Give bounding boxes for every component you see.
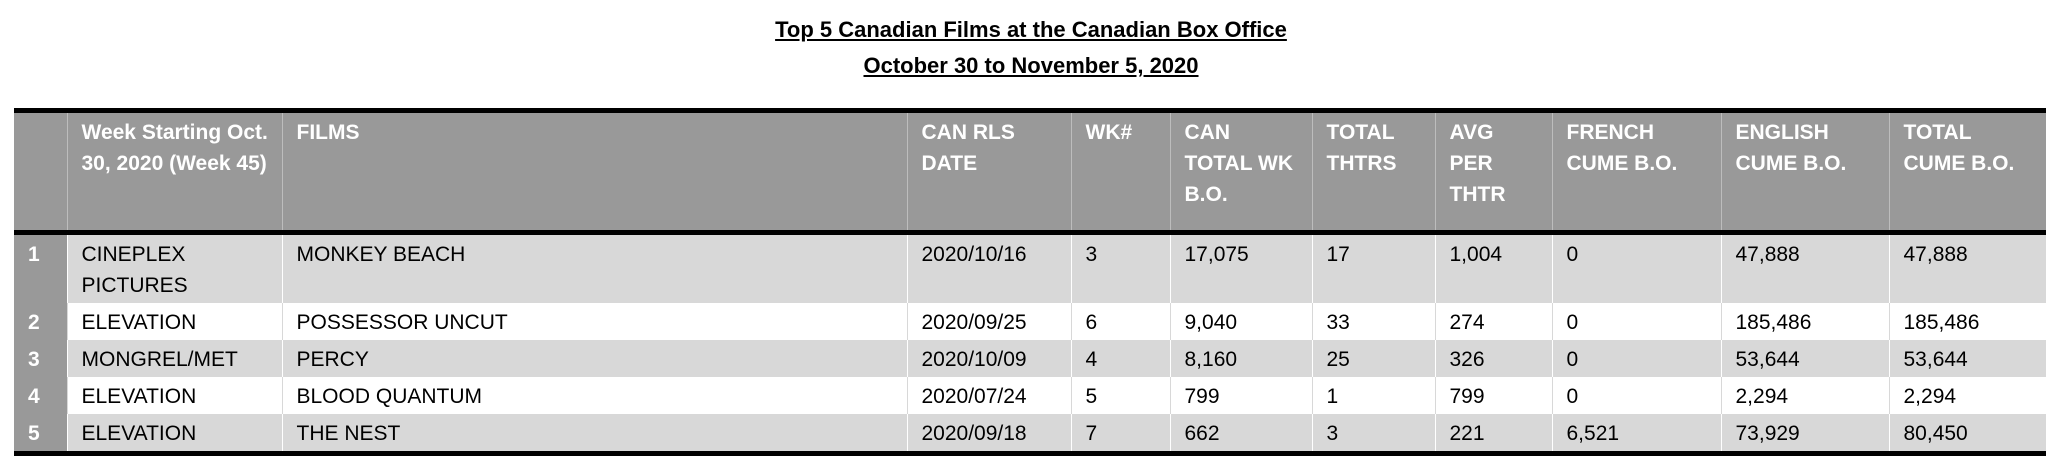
title-block: Top 5 Canadian Films at the Canadian Box… xyxy=(0,12,2062,84)
week-number-cell: 5 xyxy=(1070,377,1170,414)
table-row: 4 ELEVATION BLOOD QUANTUM 2020/07/24 5 7… xyxy=(14,377,2046,414)
col-header-week: Week Starting Oct. 30, 2020 (Week 45) xyxy=(66,110,282,235)
film-cell: BLOOD QUANTUM xyxy=(281,377,907,414)
release-date-cell: 2020/10/16 xyxy=(906,232,1071,303)
english-cume-cell: 53,644 xyxy=(1720,340,1889,377)
total-theatres-cell: 33 xyxy=(1311,303,1435,340)
total-cume-cell: 185,486 xyxy=(1888,303,2046,340)
distributor-cell: ELEVATION xyxy=(66,303,282,340)
col-header-films: FILMS xyxy=(281,110,907,235)
col-header-english-cume: ENGLISH CUME B.O. xyxy=(1720,110,1889,235)
avg-per-theatre-cell: 221 xyxy=(1434,414,1552,454)
table-row: 5 ELEVATION THE NEST 2020/09/18 7 662 3 … xyxy=(14,414,2046,454)
english-cume-cell: 47,888 xyxy=(1720,232,1889,303)
page-subtitle: October 30 to November 5, 2020 xyxy=(863,53,1199,78)
total-week-bo-cell: 9,040 xyxy=(1169,303,1312,340)
english-cume-cell: 2,294 xyxy=(1720,377,1889,414)
avg-per-theatre-cell: 274 xyxy=(1434,303,1552,340)
table-row: 1 CINEPLEX PICTURES MONKEY BEACH 2020/10… xyxy=(14,232,2046,303)
french-cume-cell: 0 xyxy=(1551,232,1721,303)
total-week-bo-cell: 17,075 xyxy=(1169,232,1312,303)
total-cume-cell: 47,888 xyxy=(1888,232,2046,303)
table-row: 2 ELEVATION POSSESSOR UNCUT 2020/09/25 6… xyxy=(14,303,2046,340)
english-cume-cell: 185,486 xyxy=(1720,303,1889,340)
french-cume-cell: 0 xyxy=(1551,377,1721,414)
total-cume-cell: 2,294 xyxy=(1888,377,2046,414)
avg-per-theatre-cell: 326 xyxy=(1434,340,1552,377)
french-cume-cell: 6,521 xyxy=(1551,414,1721,454)
col-header-release-date: CAN RLS DATE xyxy=(906,110,1071,235)
total-week-bo-cell: 799 xyxy=(1169,377,1312,414)
week-number-cell: 4 xyxy=(1070,340,1170,377)
distributor-cell: ELEVATION xyxy=(66,414,282,454)
table-header-row: Week Starting Oct. 30, 2020 (Week 45) FI… xyxy=(14,110,2046,235)
col-header-total-theatres: TOTAL THTRS xyxy=(1311,110,1435,235)
total-week-bo-cell: 8,160 xyxy=(1169,340,1312,377)
col-header-rank xyxy=(14,110,67,235)
rank-cell: 3 xyxy=(14,340,67,377)
col-header-week-number: WK# xyxy=(1070,110,1170,235)
rank-cell: 2 xyxy=(14,303,67,340)
release-date-cell: 2020/09/18 xyxy=(906,414,1071,454)
rank-cell: 4 xyxy=(14,377,67,414)
distributor-cell: CINEPLEX PICTURES xyxy=(66,232,282,303)
rank-cell: 5 xyxy=(14,414,67,454)
total-theatres-cell: 1 xyxy=(1311,377,1435,414)
film-cell: THE NEST xyxy=(281,414,907,454)
distributor-cell: ELEVATION xyxy=(66,377,282,414)
film-cell: PERCY xyxy=(281,340,907,377)
total-theatres-cell: 3 xyxy=(1311,414,1435,454)
rank-cell: 1 xyxy=(14,232,67,303)
week-number-cell: 6 xyxy=(1070,303,1170,340)
page-title: Top 5 Canadian Films at the Canadian Box… xyxy=(775,17,1287,42)
french-cume-cell: 0 xyxy=(1551,340,1721,377)
col-header-french-cume: FRENCH CUME B.O. xyxy=(1551,110,1721,235)
release-date-cell: 2020/07/24 xyxy=(906,377,1071,414)
total-theatres-cell: 17 xyxy=(1311,232,1435,303)
film-cell: POSSESSOR UNCUT xyxy=(281,303,907,340)
col-header-total-cume: TOTAL CUME B.O. xyxy=(1888,110,2046,235)
english-cume-cell: 73,929 xyxy=(1720,414,1889,454)
total-theatres-cell: 25 xyxy=(1311,340,1435,377)
release-date-cell: 2020/10/09 xyxy=(906,340,1071,377)
distributor-cell: MONGREL/MET xyxy=(66,340,282,377)
col-header-total-week-bo: CAN TOTAL WK B.O. xyxy=(1169,110,1312,235)
total-cume-cell: 80,450 xyxy=(1888,414,2046,454)
week-number-cell: 7 xyxy=(1070,414,1170,454)
avg-per-theatre-cell: 799 xyxy=(1434,377,1552,414)
table-row: 3 MONGREL/MET PERCY 2020/10/09 4 8,160 2… xyxy=(14,340,2046,377)
total-cume-cell: 53,644 xyxy=(1888,340,2046,377)
col-header-avg-per-theatre: AVG PER THTR xyxy=(1434,110,1552,235)
film-cell: MONKEY BEACH xyxy=(281,232,907,303)
release-date-cell: 2020/09/25 xyxy=(906,303,1071,340)
avg-per-theatre-cell: 1,004 xyxy=(1434,232,1552,303)
total-week-bo-cell: 662 xyxy=(1169,414,1312,454)
week-number-cell: 3 xyxy=(1070,232,1170,303)
box-office-table: Week Starting Oct. 30, 2020 (Week 45) FI… xyxy=(14,108,2046,456)
french-cume-cell: 0 xyxy=(1551,303,1721,340)
